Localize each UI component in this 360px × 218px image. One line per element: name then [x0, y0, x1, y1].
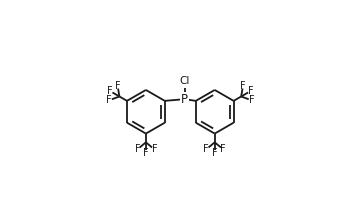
- Text: F: F: [106, 95, 112, 105]
- Text: F: F: [143, 148, 149, 158]
- Text: Cl: Cl: [179, 77, 190, 86]
- Text: F: F: [212, 148, 217, 158]
- Text: F: F: [240, 81, 246, 90]
- Text: F: F: [107, 86, 113, 96]
- Text: F: F: [203, 144, 209, 154]
- Text: F: F: [249, 95, 255, 105]
- Text: P: P: [181, 93, 188, 106]
- Text: F: F: [220, 144, 226, 154]
- Text: F: F: [135, 144, 140, 154]
- Text: F: F: [152, 144, 157, 154]
- Text: F: F: [115, 81, 120, 90]
- Text: F: F: [248, 86, 253, 96]
